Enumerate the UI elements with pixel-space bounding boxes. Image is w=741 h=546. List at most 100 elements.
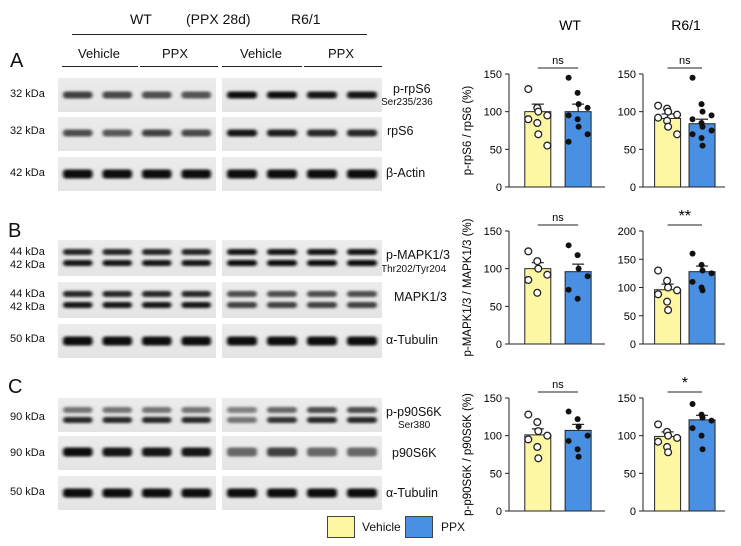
blot-b2-kda2: 42 kDa [10, 301, 45, 313]
data-point-ppx [698, 135, 705, 142]
blot-a3-kda: 42 kDa [10, 167, 45, 179]
blot-band [142, 447, 172, 457]
blot-band [102, 447, 132, 457]
data-point-ppx [584, 131, 591, 138]
blot-band [347, 302, 377, 308]
data-point-ppx [699, 287, 706, 294]
data-point-vehicle [524, 410, 533, 419]
blot-band [102, 488, 132, 498]
blot-band [181, 336, 211, 346]
data-point-ppx [575, 123, 582, 130]
blot-band [227, 249, 257, 255]
data-point-ppx [584, 104, 591, 111]
blot-band [267, 302, 297, 308]
panel-letter-a: A [10, 50, 24, 72]
blot-strip-3-1 [222, 240, 382, 276]
blot-band [102, 260, 132, 266]
blot-band [102, 302, 132, 308]
data-point-vehicle [654, 113, 663, 122]
legend-ppx-swatch [405, 516, 433, 538]
significance-label: * [682, 375, 688, 392]
blot-band [63, 260, 93, 266]
blot-band [227, 447, 257, 457]
data-point-ppx [584, 432, 591, 439]
blot-a2-kda: 32 kDa [10, 125, 45, 137]
chart-y-tick-label: 0 [496, 506, 502, 518]
blot-band [267, 291, 297, 297]
blot-band [227, 129, 257, 137]
blot-strip-3-0 [58, 240, 216, 276]
header-wt: WT [130, 11, 152, 27]
group-label-wt-vehicle: Vehicle [78, 46, 120, 61]
blot-band [102, 407, 132, 413]
blot-c1-kda: 90 kDa [10, 411, 45, 423]
chart-y-label: p-MAPK1/3 / MAPK1/3 (%) [462, 218, 474, 356]
blot-band [142, 249, 172, 255]
data-point-vehicle [673, 110, 682, 119]
blot-band [267, 407, 297, 413]
blot-band [227, 291, 257, 297]
blot-band [63, 291, 93, 297]
data-point-vehicle [673, 286, 682, 295]
blot-c3-label: α-Tubulin [386, 486, 438, 500]
blot-strip-4-0 [58, 282, 216, 318]
data-point-ppx [575, 101, 582, 108]
blot-band [267, 488, 297, 498]
blot-band [307, 91, 337, 99]
data-point-vehicle [533, 442, 542, 452]
blot-band [307, 407, 337, 413]
blot-band [181, 407, 211, 413]
blot-band [63, 91, 93, 99]
chart-y-tick-label: 0 [496, 339, 502, 351]
chart-column-title: WT [559, 17, 581, 33]
blot-b1-kda: 44 kDa [10, 246, 45, 258]
blot-band [63, 169, 93, 179]
significance-label: ns [552, 55, 564, 67]
data-point-ppx [699, 414, 706, 421]
data-point-ppx [565, 112, 572, 119]
blot-band [347, 488, 377, 498]
blot-band [267, 447, 297, 457]
header-rule [72, 34, 367, 35]
group-rule-1 [62, 66, 138, 67]
blot-strip-6-0 [58, 398, 216, 432]
data-point-ppx [699, 123, 706, 130]
blot-band [181, 417, 211, 423]
data-point-vehicle [543, 111, 552, 120]
data-point-vehicle [524, 247, 533, 256]
blot-band [347, 260, 377, 266]
blot-c2-label: p90S6K [392, 446, 437, 460]
chart-y-tick-label: 200 [618, 226, 636, 238]
blot-band [307, 260, 337, 266]
data-point-ppx [698, 432, 705, 439]
blot-band [142, 91, 172, 99]
blot-band [142, 417, 172, 423]
data-point-vehicle [663, 297, 672, 306]
data-point-vehicle [534, 454, 543, 463]
blot-a1-kda: 32 kDa [10, 88, 45, 100]
blot-band [63, 129, 93, 137]
chart-y-tick-label: 100 [484, 431, 502, 443]
legend-vehicle-label: Vehicle [362, 520, 401, 534]
data-point-ppx [699, 446, 706, 453]
blot-band [227, 407, 257, 413]
data-point-ppx [698, 101, 705, 108]
blot-band [227, 488, 257, 498]
data-point-ppx [574, 116, 581, 123]
blot-b1-kda2: 42 kDa [10, 259, 45, 271]
blot-band [347, 447, 377, 457]
data-point-ppx [708, 112, 715, 119]
blot-band [102, 417, 132, 423]
chart-y-tick-label: 150 [618, 69, 636, 81]
blot-band [142, 260, 172, 266]
blot-band [63, 407, 93, 413]
chart-y-tick-label: 50 [624, 468, 636, 480]
blot-band [63, 249, 93, 255]
blot-band [347, 407, 377, 413]
blot-band [102, 336, 132, 346]
blot-band [227, 260, 257, 266]
significance-label: ** [679, 208, 691, 225]
blot-band [267, 249, 297, 255]
blot-b2-kda: 44 kDa [10, 288, 45, 300]
